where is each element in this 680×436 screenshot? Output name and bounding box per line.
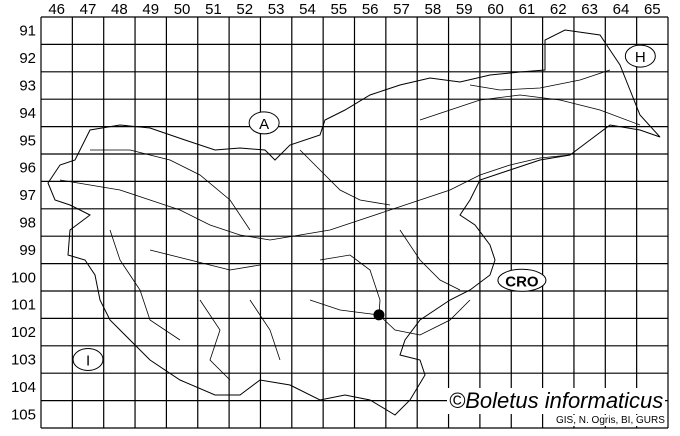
column-label: 51 [205, 1, 222, 18]
column-label: 49 [142, 1, 159, 18]
river [309, 299, 380, 316]
country-label-ellipse [624, 44, 656, 68]
row-label: 94 [19, 105, 36, 122]
column-label: 53 [268, 1, 285, 18]
river [319, 254, 471, 336]
row-label: 91 [19, 23, 36, 40]
river [199, 299, 231, 381]
column-label: 63 [581, 1, 598, 18]
river [399, 229, 461, 291]
column-label: 60 [487, 1, 504, 18]
column-label: 58 [425, 1, 442, 18]
row-label: 104 [11, 379, 36, 396]
row-label: 96 [19, 160, 36, 177]
column-label: 46 [48, 1, 65, 18]
row-label: 93 [19, 78, 36, 95]
country-label: I [86, 353, 90, 370]
row-label: 101 [11, 297, 36, 314]
row-label: 105 [11, 406, 36, 423]
copyright-text: ©Boletus informaticus [447, 388, 666, 414]
column-label: 52 [236, 1, 253, 18]
column-label: 59 [456, 1, 473, 18]
river [419, 94, 641, 126]
river [249, 299, 281, 361]
column-label: 50 [174, 1, 191, 18]
row-label: 92 [19, 50, 36, 67]
column-label: 55 [330, 1, 347, 18]
country-border [47, 29, 661, 416]
column-label: 64 [613, 1, 630, 18]
country-label: A [259, 116, 269, 133]
river [149, 249, 261, 271]
river [90, 149, 251, 231]
country-label-ellipse [497, 268, 547, 292]
column-label: 57 [393, 1, 410, 18]
river [469, 69, 611, 91]
column-label: 61 [519, 1, 536, 18]
river [299, 149, 391, 206]
credit-text: GIS, N. Ogris, BI, GURS [555, 415, 666, 426]
column-label: 56 [362, 1, 379, 18]
record-point [373, 309, 385, 321]
column-label: 48 [111, 1, 128, 18]
country-label: H [635, 49, 646, 66]
country-label: CRO [505, 273, 539, 290]
row-label: 99 [19, 242, 36, 259]
row-label: 98 [19, 215, 36, 232]
column-label: 62 [550, 1, 567, 18]
country-label-ellipse [72, 348, 104, 371]
column-label: 47 [80, 1, 97, 18]
river [59, 154, 571, 241]
row-label: 100 [11, 269, 36, 286]
column-label: 65 [644, 1, 661, 18]
row-label: 103 [11, 352, 36, 369]
row-label: 97 [19, 187, 36, 204]
river [109, 229, 181, 341]
country-label-ellipse [248, 111, 280, 135]
row-label: 95 [19, 132, 36, 149]
row-label: 102 [11, 324, 36, 341]
column-label: 54 [299, 1, 316, 18]
